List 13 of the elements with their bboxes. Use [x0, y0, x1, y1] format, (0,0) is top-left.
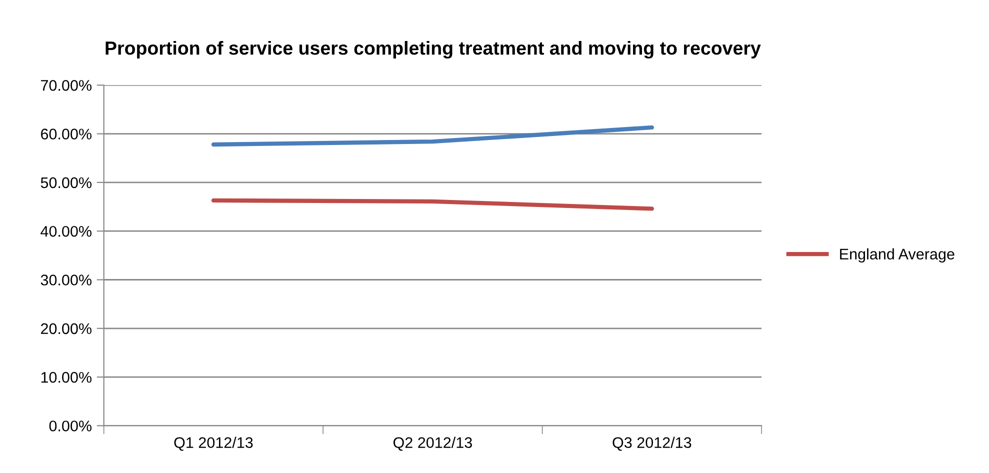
x-tick-label: Q2 2012/13 [393, 436, 472, 451]
y-tick-label: 0.00% [49, 420, 92, 432]
y-tick-label: 50.00% [40, 177, 92, 188]
y-tick-label: 70.00% [41, 80, 92, 91]
x-tick-label: Q1 2012/13 [174, 436, 253, 451]
chart-title: Proportion of service users completing treatment and moving to recovery [106, 40, 761, 59]
x-tick-label: Q3 2012/13 [612, 436, 692, 451]
legend-label: England Average [840, 248, 954, 263]
y-tick-label: 60.00% [41, 128, 92, 140]
y-tick-label: 10.00% [41, 372, 92, 383]
y-tick-label: 20.00% [40, 323, 92, 334]
y-tick-label: 30.00% [40, 274, 92, 286]
y-tick-label: 40.00% [40, 226, 92, 237]
